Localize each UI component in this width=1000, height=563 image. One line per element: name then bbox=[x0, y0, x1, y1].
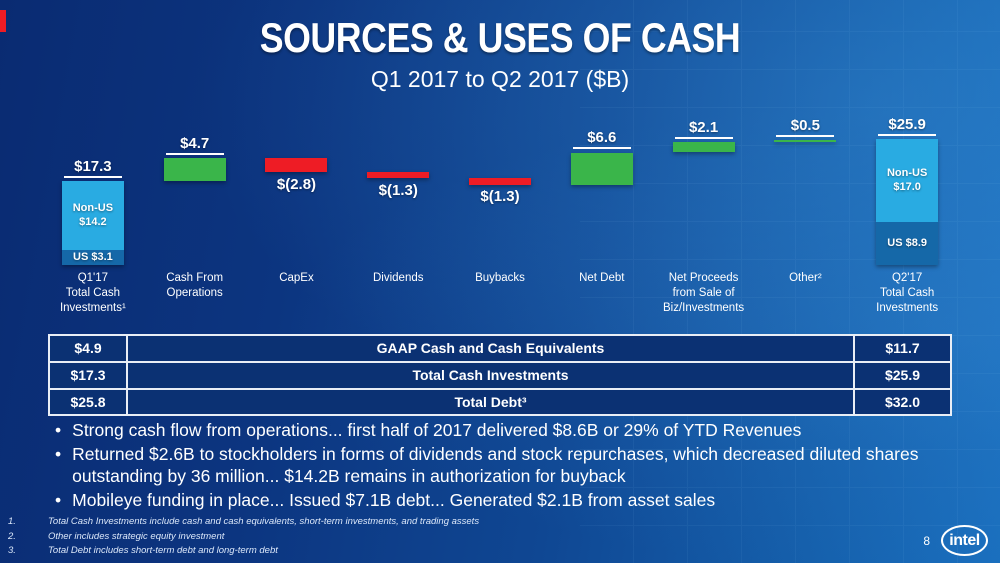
table-cell-left: $17.3 bbox=[70, 366, 106, 383]
bar-value-label: $25.9 bbox=[878, 116, 937, 137]
category-label: Cash From Operations bbox=[166, 272, 224, 299]
bar-segment: US $8.9 bbox=[876, 221, 939, 265]
footnote-number: 1. bbox=[8, 516, 16, 528]
bar-area: Non-US $14.2 US $3.1 $17.3 bbox=[42, 108, 144, 265]
bar-value-label: $(2.8) bbox=[276, 175, 317, 193]
table-cell-right: $11.7 bbox=[885, 340, 920, 356]
footnote-text: Total Cash Investments include cash and … bbox=[48, 516, 480, 528]
bar-value-label: $4.7 bbox=[165, 135, 224, 156]
chart-column: $(2.8) CapEx bbox=[246, 108, 348, 316]
decrease-bar bbox=[367, 171, 430, 179]
bar-value-label: $(1.3) bbox=[378, 182, 418, 200]
table-cell-right: $25.9 bbox=[884, 366, 921, 383]
bullet-icon: • bbox=[55, 444, 62, 465]
total-bar: Non-US $17.0 US $8.9 bbox=[876, 139, 939, 265]
chart-column: Non-US $17.0 US $8.9 $25.9 Q2'17 Total Cash… bbox=[856, 108, 958, 316]
bar-area: $(1.3) bbox=[449, 108, 551, 265]
bar-value-label: $2.1 bbox=[674, 119, 733, 140]
bar-segment-label: US $3.1 bbox=[73, 250, 113, 263]
decrease-bar bbox=[469, 178, 532, 185]
bullet-item: • Returned $2.6B to stockholders in forms… bbox=[55, 443, 964, 487]
footnote-row: 3. Total Debt includes short-term debt an… bbox=[8, 544, 479, 558]
slide-subtitle: Q1 2017 to Q2 2017 ($B) bbox=[370, 66, 630, 92]
bullet-icon: • bbox=[55, 420, 62, 440]
category-label: Other² bbox=[789, 272, 822, 284]
table-cell-right: $32.0 bbox=[884, 393, 921, 410]
bullet-item: • Strong cash flow from operations... fir… bbox=[55, 419, 964, 441]
footnote-row: 2. Other includes strategic equity invest… bbox=[8, 530, 479, 544]
intel-logo: intel bbox=[941, 525, 988, 556]
total-bar: Non-US $14.2 US $3.1 bbox=[61, 181, 124, 265]
footnote-number: 2. bbox=[8, 530, 16, 542]
bullet-icon: • bbox=[55, 490, 62, 511]
chart-column: $0.5 Other² bbox=[754, 108, 856, 316]
footnotes: 1. Total Cash Investments include cash an… bbox=[8, 515, 479, 558]
table-row: $17.3 Total Cash Investments $25.9 bbox=[50, 360, 950, 388]
bar-area: $4.7 bbox=[144, 108, 246, 265]
bullet-text: Strong cash flow from operations... firs… bbox=[72, 420, 802, 440]
table-cell-left: $25.8 bbox=[70, 393, 106, 410]
category-label: CapEx bbox=[279, 272, 314, 284]
bar-segment-label: US $8.9 bbox=[887, 236, 928, 249]
category-label: Q2'17 Total Cash Investments bbox=[876, 272, 939, 314]
bar-area: $6.6 bbox=[551, 108, 653, 265]
bullet-text: Returned $2.6B to stockholders in forms … bbox=[72, 444, 919, 487]
bullet-text: Mobileye funding in place... Issued $7.1… bbox=[72, 490, 716, 511]
chart-column: $4.7 Cash From Operations bbox=[144, 108, 246, 316]
footnote-text: Other includes strategic equity investme… bbox=[48, 530, 225, 542]
chart-row: Non-US $14.2 US $3.1 $17.3 Q1'17 Total Cash… bbox=[42, 108, 958, 316]
increase-bar bbox=[672, 142, 735, 153]
bar-segment: Non-US $14.2 bbox=[61, 181, 124, 250]
table-cell-center: Total Debt³ bbox=[126, 389, 855, 415]
bar-area: $(1.3) bbox=[347, 108, 449, 265]
waterfall-chart: Non-US $14.2 US $3.1 $17.3 Q1'17 Total Cash… bbox=[42, 108, 958, 316]
bullet-item: • Mobileye funding in place... Issued $7.… bbox=[55, 489, 964, 511]
page-number: 8 bbox=[923, 534, 930, 548]
chart-column: $2.1 Net Proceeds from Sale of Biz/Invest… bbox=[653, 108, 755, 316]
intel-logo-text: intel bbox=[949, 531, 980, 549]
table-cell-center: GAAP Cash and Cash Equivalents bbox=[126, 336, 855, 361]
chart-column: $6.6 Net Debt bbox=[551, 108, 653, 316]
category-label: Buybacks bbox=[475, 272, 525, 284]
bar-area: $0.5 bbox=[754, 108, 856, 265]
bar-value-label: $(1.3) bbox=[480, 188, 520, 206]
bar-area: $2.1 bbox=[653, 108, 755, 265]
bar-value-label: $6.6 bbox=[572, 129, 631, 150]
table-cell-left: $4.9 bbox=[74, 340, 102, 356]
bar-area: $(2.8) bbox=[246, 108, 348, 265]
footnote-number: 3. bbox=[8, 544, 16, 556]
decrease-bar bbox=[265, 158, 328, 172]
bar-segment-label: Non-US $14.2 bbox=[72, 201, 114, 228]
increase-bar bbox=[570, 152, 633, 185]
footnote-row: 1. Total Cash Investments include cash an… bbox=[8, 515, 479, 529]
chart-column: $(1.3) Dividends bbox=[347, 108, 449, 316]
increase-bar bbox=[163, 158, 226, 182]
bullet-list: • Strong cash flow from operations... fir… bbox=[55, 419, 964, 513]
category-label: Net Debt bbox=[579, 272, 625, 284]
slide-title: SOURCES & USES OF CASH bbox=[259, 14, 741, 61]
bar-segment: US $3.1 bbox=[61, 249, 124, 265]
table-cell-center: Total Cash Investments bbox=[126, 362, 855, 388]
table-row: $4.9 GAAP Cash and Cash Equivalents $11.7 bbox=[50, 336, 950, 361]
bar-value-label: $0.5 bbox=[776, 117, 835, 137]
bar-value-label: $17.3 bbox=[63, 158, 122, 179]
footnote-text: Total Debt includes short-term debt and … bbox=[48, 544, 278, 556]
chart-column: Non-US $14.2 US $3.1 $17.3 Q1'17 Total Cash… bbox=[42, 108, 144, 316]
bar-segment: Non-US $17.0 bbox=[876, 139, 939, 222]
category-label: Dividends bbox=[372, 272, 424, 284]
increase-bar bbox=[774, 139, 837, 143]
bar-area: Non-US $17.0 US $8.9 $25.9 bbox=[856, 108, 958, 265]
table-row: $25.8 Total Debt³ $32.0 bbox=[50, 387, 950, 415]
category-label: Q1'17 Total Cash Investments¹ bbox=[59, 272, 126, 314]
bar-segment-label: Non-US $17.0 bbox=[886, 166, 928, 193]
category-label: Net Proceeds from Sale of Biz/Investment… bbox=[662, 272, 745, 314]
red-accent-bar bbox=[0, 10, 6, 32]
chart-column: $(1.3) Buybacks bbox=[449, 108, 551, 316]
summary-table: $4.9 GAAP Cash and Cash Equivalents $11.7 $… bbox=[48, 334, 952, 417]
